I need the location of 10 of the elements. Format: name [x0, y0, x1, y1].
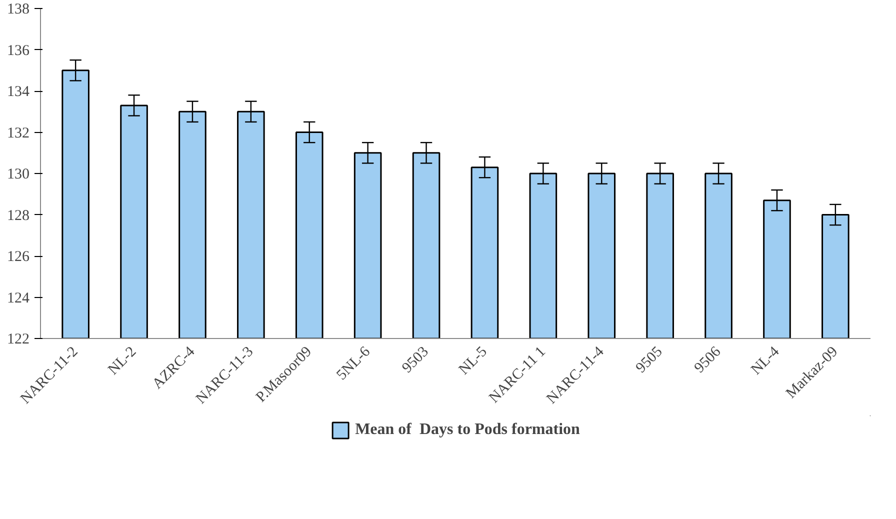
y-tick-label: 126 [7, 249, 30, 265]
y-tick-label: 132 [7, 125, 30, 142]
legend-label: Mean of Days to Pods formation [355, 421, 580, 439]
y-tick-label: 134 [7, 84, 30, 100]
y-tick-label: 138 [7, 2, 30, 18]
y-tick-label: 122 [7, 332, 30, 348]
y-tick-label: 128 [7, 208, 30, 224]
y-tick-label: 130 [7, 166, 30, 182]
y-tick-label: 136 [7, 42, 30, 59]
y-tick-label: 124 [7, 290, 30, 306]
